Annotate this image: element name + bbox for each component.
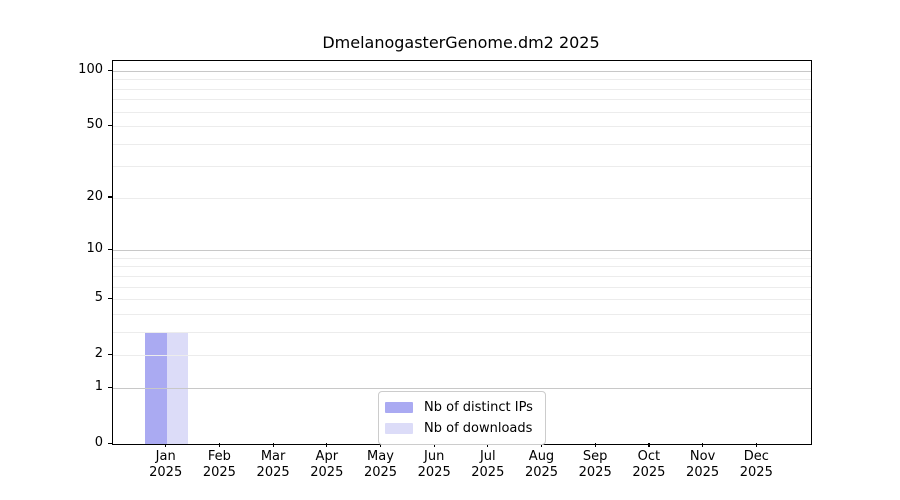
- y-gridline-minor: [113, 266, 811, 267]
- legend-row-downloads: Nb of downloads: [385, 419, 533, 438]
- x-tick-mark: [272, 443, 274, 447]
- y-tick-mark: [108, 124, 112, 126]
- x-tick-label: Feb 2025: [202, 449, 236, 480]
- x-tick-mark: [487, 443, 489, 447]
- y-gridline-major: [113, 388, 811, 389]
- y-gridline-major: [113, 250, 811, 251]
- x-tick-mark: [433, 443, 435, 447]
- y-gridline-minor: [113, 89, 811, 90]
- x-tick-mark: [380, 443, 382, 447]
- y-gridline-minor: [113, 79, 811, 80]
- y-gridline-minor: [113, 112, 811, 113]
- y-tick-label: 10: [86, 241, 103, 257]
- y-gridline-minor: [113, 314, 811, 315]
- x-tick-mark: [702, 443, 704, 447]
- y-tick-mark: [108, 69, 112, 71]
- x-tick-label: May 2025: [363, 449, 398, 480]
- x-tick-mark: [594, 443, 596, 447]
- x-tick-label: Aug 2025: [524, 449, 559, 480]
- legend-label-distinct-ips: Nb of distinct IPs: [424, 400, 533, 415]
- y-gridline-minor: [113, 355, 811, 356]
- x-tick-label: Nov 2025: [686, 449, 720, 480]
- y-tick-label: 1: [94, 379, 103, 394]
- legend-label-downloads: Nb of downloads: [424, 421, 533, 436]
- y-tick-mark: [108, 353, 112, 355]
- x-tick-label: Jan 2025: [149, 449, 183, 480]
- x-tick-mark: [218, 443, 221, 447]
- y-tick-label: 20: [86, 188, 103, 204]
- x-tick-label: Jun 2025: [417, 449, 451, 480]
- y-tick-label: 5: [94, 290, 103, 306]
- y-gridline-major: [113, 71, 811, 72]
- y-tick-label: 2: [94, 346, 103, 362]
- y-gridline-minor: [113, 332, 811, 333]
- y-tick-label: 50: [86, 117, 103, 133]
- x-tick-label: Oct 2025: [632, 449, 666, 480]
- y-gridline-minor: [113, 99, 811, 100]
- x-tick-mark: [326, 443, 328, 447]
- y-gridline-minor: [113, 258, 811, 259]
- x-tick-mark: [755, 443, 757, 447]
- x-tick-mark: [541, 443, 543, 447]
- legend-swatch-distinct-ips-icon: [385, 402, 413, 413]
- y-tick-mark: [108, 386, 112, 388]
- x-tick-mark: [648, 443, 650, 447]
- plot-area: Nb of distinct IPs Nb of downloads: [112, 60, 812, 445]
- x-tick-label: Mar 2025: [256, 449, 290, 480]
- x-tick-label: Jul 2025: [471, 449, 505, 480]
- y-gridline-minor: [113, 299, 811, 300]
- y-tick-mark: [108, 196, 112, 198]
- legend-swatch-downloads-icon: [385, 423, 413, 434]
- y-tick-mark: [108, 442, 112, 444]
- x-tick-label: Sep 2025: [578, 449, 612, 480]
- y-tick-label: 0: [94, 435, 103, 450]
- y-gridline-minor: [113, 198, 811, 199]
- x-tick-mark: [165, 443, 167, 447]
- y-gridline-minor: [113, 276, 811, 277]
- legend: Nb of distinct IPs Nb of downloads: [378, 391, 546, 445]
- y-tick-mark: [108, 248, 112, 250]
- y-gridline-minor: [113, 144, 811, 145]
- legend-row-distinct-ips: Nb of distinct IPs: [385, 398, 533, 417]
- y-tick-label: 100: [78, 62, 103, 77]
- chart-title: DmelanogasterGenome.dm2 2025: [322, 33, 600, 52]
- x-tick-label: Dec 2025: [739, 449, 773, 480]
- y-gridline-minor: [113, 166, 811, 167]
- y-gridline-minor: [113, 287, 811, 288]
- x-tick-label: Apr 2025: [310, 449, 344, 480]
- y-gridline-minor: [113, 126, 811, 127]
- y-tick-mark: [108, 297, 112, 299]
